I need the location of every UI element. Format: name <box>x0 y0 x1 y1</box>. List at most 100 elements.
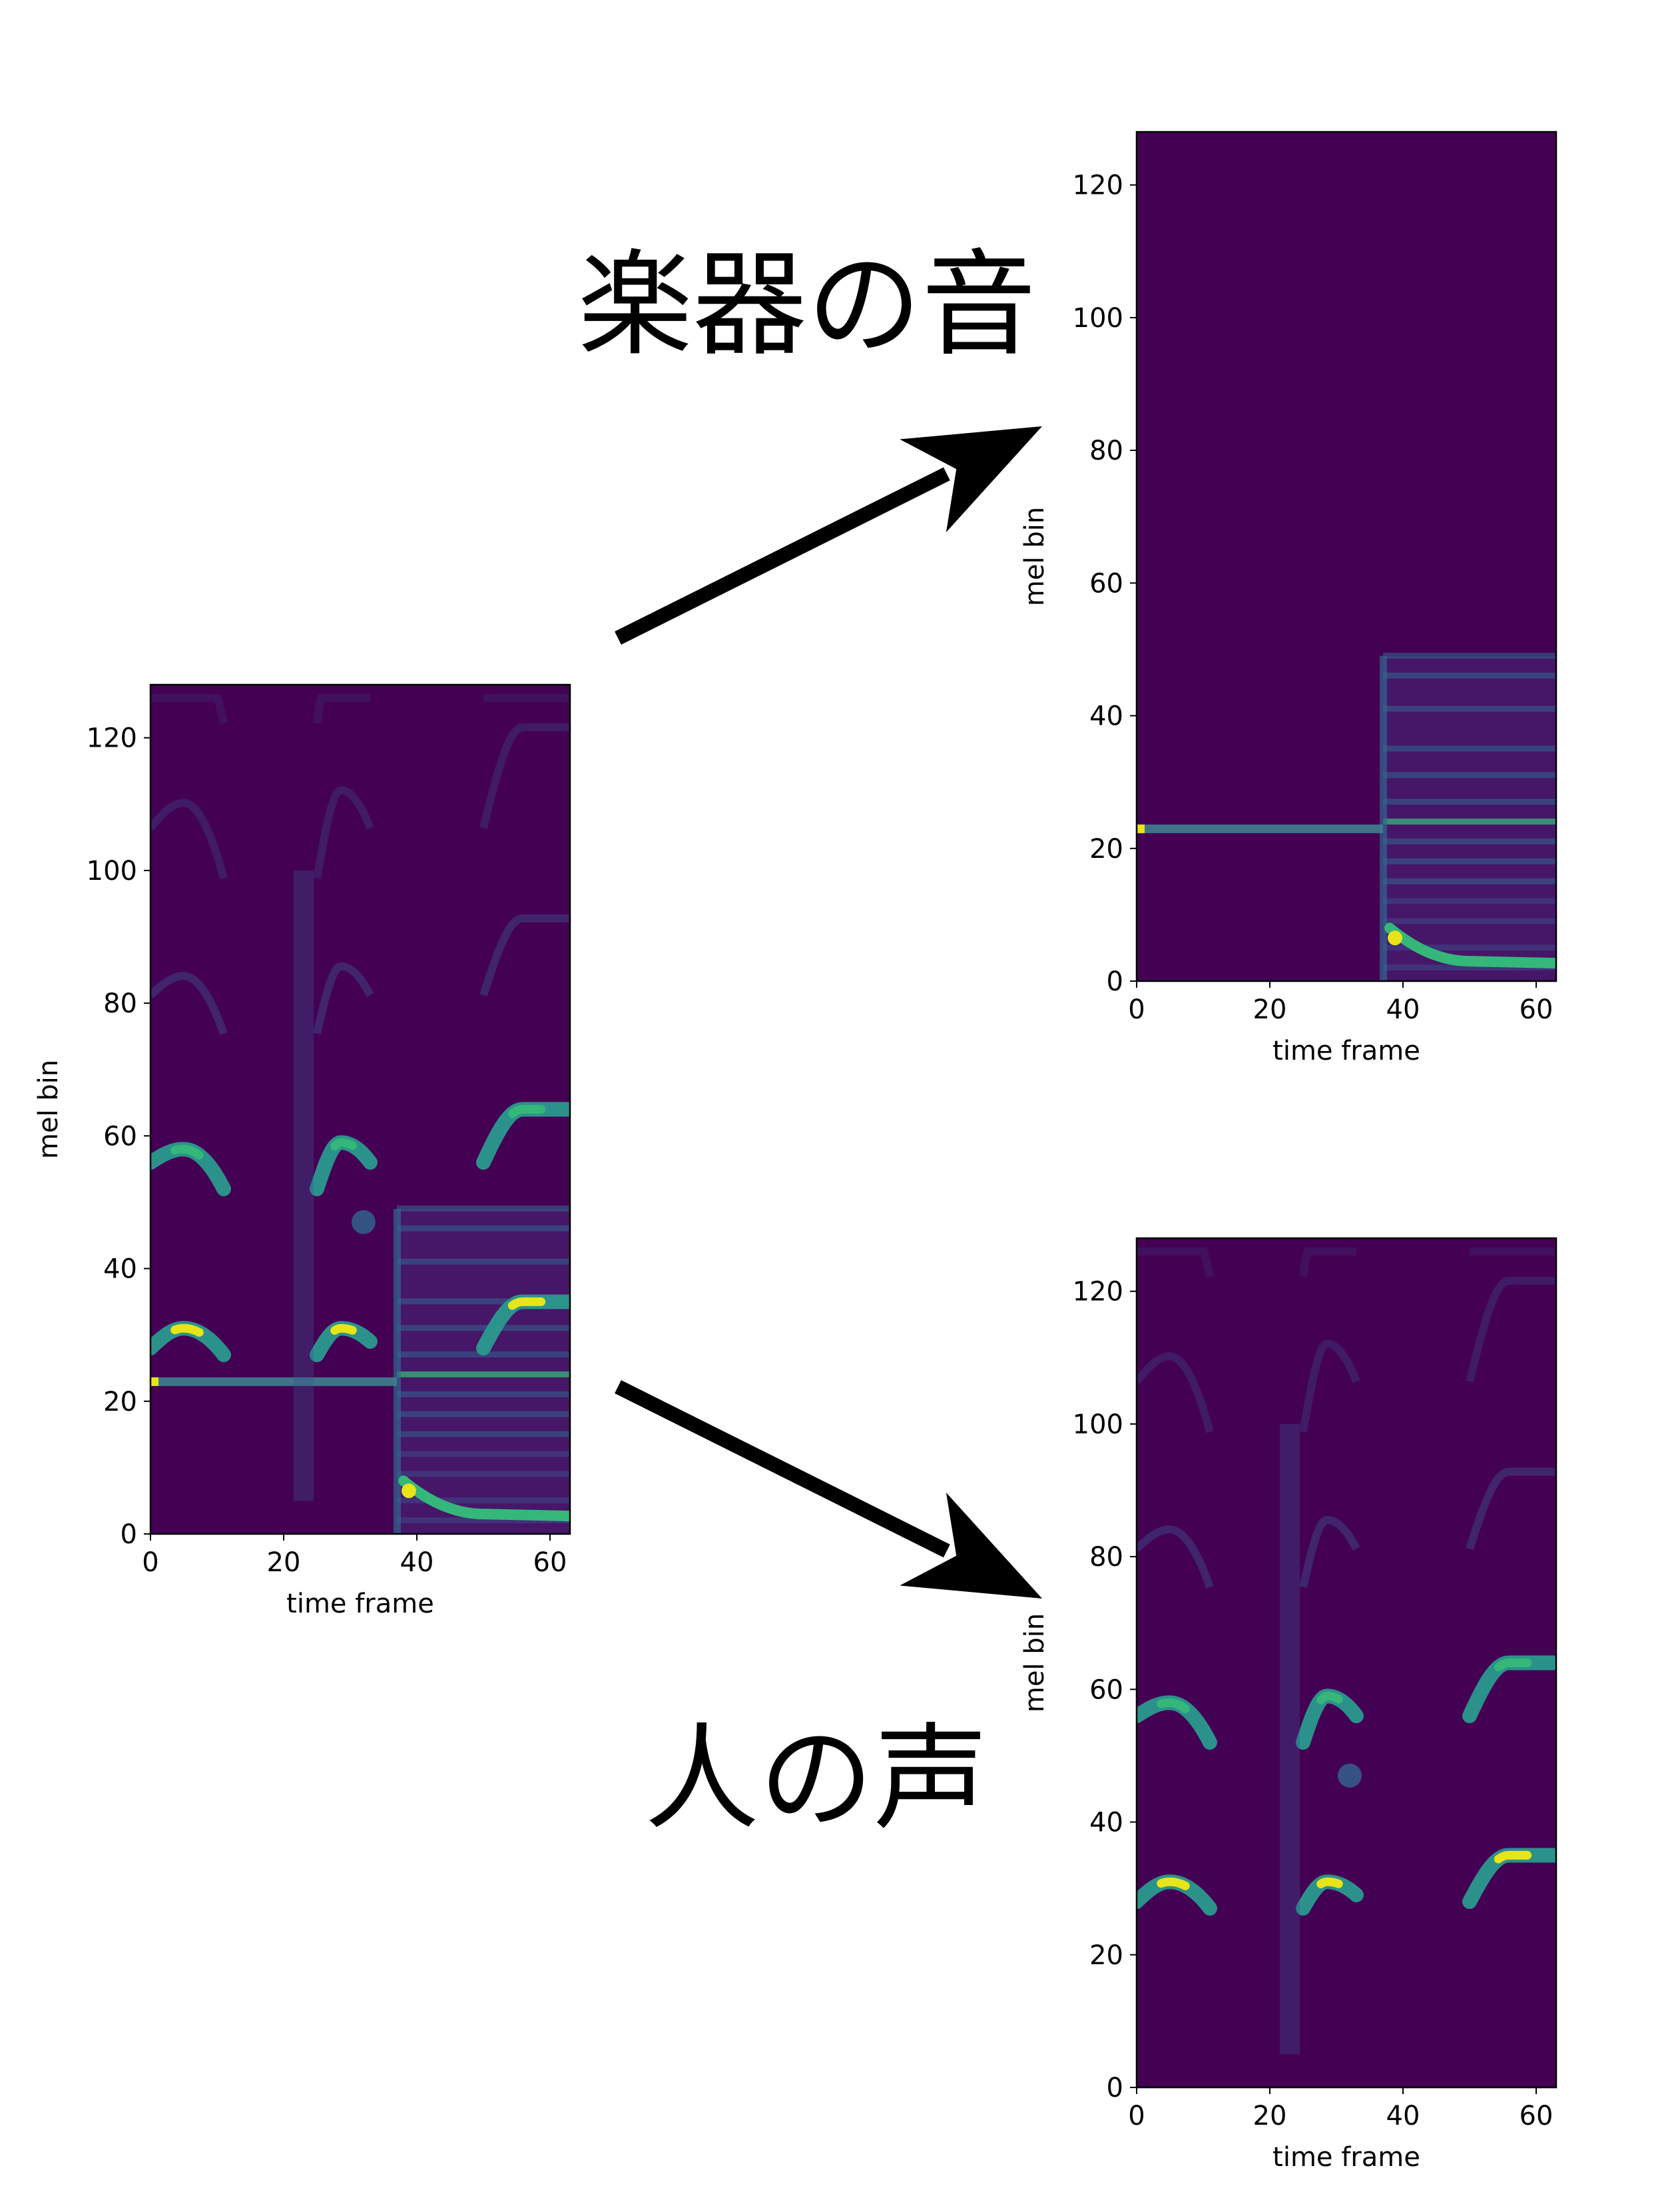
mixture-harmonic-peak <box>170 1323 204 1337</box>
voice-faint-harmonic <box>1137 1525 1214 1589</box>
mixture-burst-band <box>397 1371 570 1377</box>
mixture-burst-band <box>397 1517 570 1524</box>
instrument-ytick-label: 0 <box>1107 966 1123 997</box>
voice-faint-harmonic <box>1466 1467 1556 1551</box>
mixture-ytick-label: 0 <box>121 1519 137 1550</box>
instrument-sustained-onset <box>1137 824 1145 833</box>
instrument-decay-peak <box>1388 930 1402 946</box>
instrument-burst-band <box>1383 705 1556 712</box>
instrument-burst-band <box>1383 745 1556 752</box>
mixture-faint-harmonic <box>313 693 370 724</box>
voice-ytick-label: 0 <box>1107 2073 1123 2103</box>
mixture-harmonic-peak <box>330 1323 357 1335</box>
voice-ytick-label: 40 <box>1089 1808 1123 1838</box>
instrument-burst-band <box>1383 858 1556 865</box>
voice-label: 人の声 <box>645 1712 988 1846</box>
mixture-burst-region <box>394 1205 570 1534</box>
arrow-to-voice-head <box>900 1492 1042 1599</box>
mixture-faint-harmonic <box>150 972 228 1035</box>
mixture-voice-harmonics <box>150 693 570 1501</box>
mixture-onset-edge <box>394 1208 401 1534</box>
instrument-burst-band <box>1383 652 1556 659</box>
mixture-faint-harmonic <box>313 962 374 1035</box>
instrument-xtick-label: 20 <box>1253 994 1287 1025</box>
mixture-ylabel: mel bin <box>33 1060 64 1159</box>
voice-xtick-label: 40 <box>1386 2101 1420 2131</box>
voice-heatmap-background <box>1137 1238 1556 2087</box>
mixture-ytick-label: 20 <box>103 1387 137 1417</box>
voice-ytick-label: 100 <box>1073 1409 1123 1440</box>
voice-noise-column <box>1280 1423 1300 2055</box>
mixture-burst-band <box>397 1225 570 1232</box>
instrument-xtick-label: 0 <box>1128 994 1145 1025</box>
mixture-decay-peak <box>402 1483 416 1499</box>
voice-heatmap-content <box>1137 1247 1556 2055</box>
mixture-faint-harmonic <box>313 786 374 879</box>
instrument-ytick-label: 60 <box>1089 568 1123 599</box>
mixture-burst-band <box>397 1205 570 1212</box>
voice-noise-blob <box>1338 1763 1362 1788</box>
mixture-faint-harmonic <box>479 723 570 829</box>
instrument-ytick-label: 120 <box>1073 171 1123 201</box>
voice-ylabel: mel bin <box>1019 1613 1050 1712</box>
mixture-burst-band <box>397 1471 570 1477</box>
arrow-to-voice <box>615 1380 1042 1599</box>
arrow-to-voice-shaft <box>615 1380 950 1558</box>
mixture-xtick-label: 60 <box>533 1547 567 1578</box>
voice-harmonic-peak <box>1316 1691 1343 1704</box>
mixture-burst-band <box>397 1431 570 1437</box>
mixture-xtick-label: 40 <box>400 1547 434 1578</box>
voice-harmonic-peak <box>1494 1850 1532 1864</box>
voice-faint-harmonic <box>1299 1515 1360 1589</box>
mixture-ytick-label: 100 <box>87 856 137 887</box>
instrument-xtick-label: 60 <box>1520 994 1553 1025</box>
voice-panel: 0 20 40 60 0 20 40 60 80 100 120 time frame mel bin <box>1019 1237 1557 2173</box>
instrument-burst-band <box>1383 672 1556 679</box>
mixture-faint-harmonic <box>150 799 228 880</box>
mixture-xtick-label: 0 <box>142 1547 158 1578</box>
instrument-xlabel: time frame <box>1272 1036 1420 1066</box>
voice-ytick-label: 80 <box>1089 1542 1123 1573</box>
instrument-axes-frame <box>1135 131 1557 982</box>
mixture-ytick-label: 60 <box>103 1121 137 1152</box>
mixture-ytick-label: 40 <box>103 1254 137 1285</box>
instrument-sustained-tone <box>1137 824 1383 833</box>
instrument-ytick-label: 80 <box>1089 436 1123 466</box>
instrument-burst-band <box>1383 838 1556 845</box>
voice-harmonic-peak <box>1494 1658 1532 1672</box>
voice-axes-frame <box>1135 1237 1557 2089</box>
instrument-burst-band <box>1383 918 1556 924</box>
mixture-burst-band <box>397 1391 570 1397</box>
mixture-noise-column <box>294 870 314 1501</box>
voice-harmonic-peak <box>1157 1698 1190 1713</box>
voice-xtick-label: 0 <box>1128 2101 1145 2131</box>
mixture-harmonic-peak <box>507 1297 546 1310</box>
voice-faint-harmonic <box>1137 1352 1214 1433</box>
instrument-burst-band <box>1383 898 1556 905</box>
voice-xtick-label: 60 <box>1520 2101 1553 2131</box>
voice-faint-harmonic <box>1299 1247 1356 1278</box>
mixture-heatmap-content <box>150 693 570 1534</box>
instrument-ylabel: mel bin <box>1019 507 1050 606</box>
mixture-ytick-label: 80 <box>103 988 137 1019</box>
instrument-burst-band <box>1383 944 1556 951</box>
arrow-to-instrument-head <box>900 426 1042 533</box>
arrow-to-instrument-shaft <box>615 467 950 645</box>
mixture-burst-band <box>397 1258 570 1265</box>
mixture-harmonic-peak <box>170 1144 204 1160</box>
instrument-burst-band <box>1383 799 1556 805</box>
instrument-burst-band <box>1383 772 1556 779</box>
mixture-panel: 0 20 40 60 0 20 40 60 80 100 120 time frame mel bin <box>33 683 571 1619</box>
mixture-burst-band <box>397 1325 570 1331</box>
mixture-axes-frame <box>149 683 571 1535</box>
instrument-ytick-label: 20 <box>1089 834 1123 865</box>
voice-faint-harmonic <box>1299 1339 1360 1433</box>
instrument-label: 楽器の音 <box>578 238 1036 372</box>
mixture-ytick-label: 120 <box>87 723 137 754</box>
mixture-faint-harmonic <box>479 914 570 997</box>
arrow-to-instrument <box>615 426 1042 645</box>
voice-ytick-label: 60 <box>1089 1674 1123 1705</box>
mixture-sustained-onset <box>150 1377 158 1386</box>
mixture-burst-band <box>397 1497 570 1504</box>
